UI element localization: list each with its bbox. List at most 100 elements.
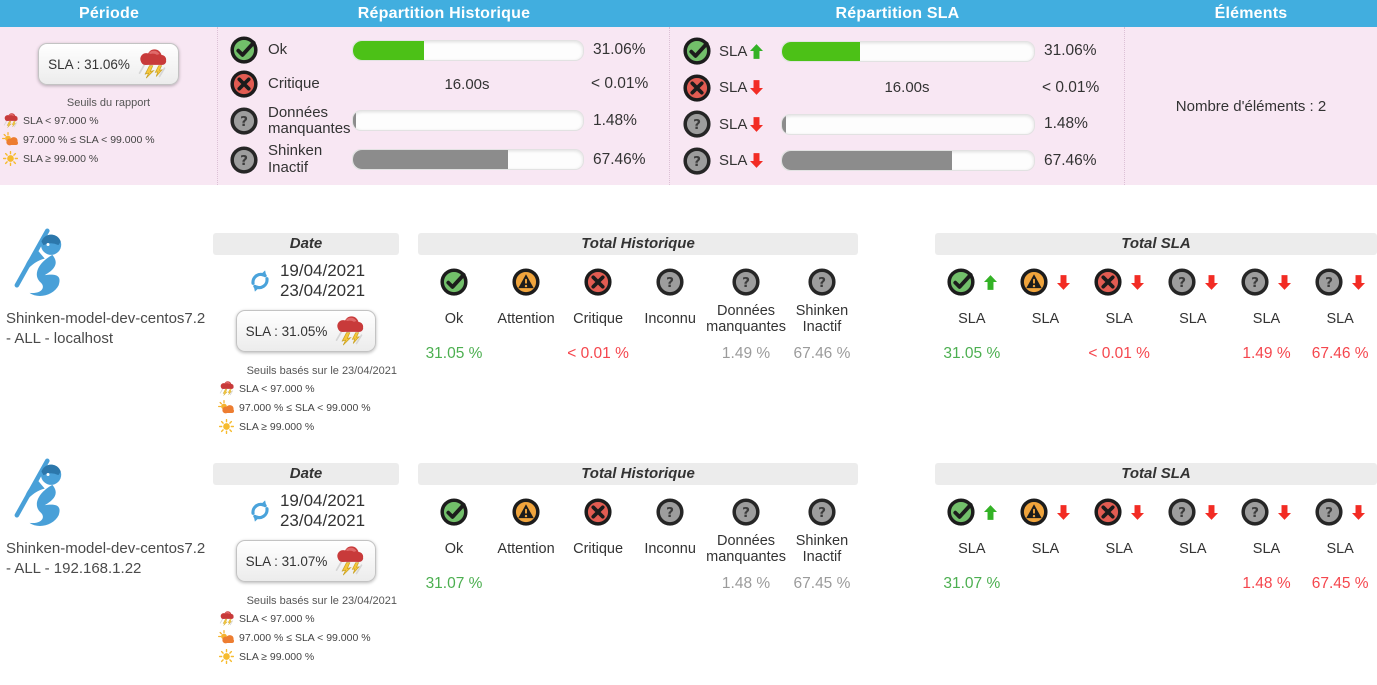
host-row-192-168-1-22: Shinken-model-dev-centos7.2 - ALL - 192.… [0, 455, 1377, 685]
stat-value: 1.49 % [721, 345, 771, 362]
red-down-arrow-icon [1278, 504, 1292, 520]
sla-row-shinken-inactif: ? SLA 67.46% [670, 147, 1124, 175]
stat-label: SLA [1326, 540, 1354, 557]
stat-label: SLA [1031, 540, 1060, 557]
green-up-arrow-icon [983, 504, 997, 520]
stat-column-ok: Ok 31.05 % [418, 267, 490, 364]
stat-label: Critique [573, 310, 624, 327]
sla-column-inconnu: ? SLA [1156, 497, 1230, 594]
check-circle-icon [947, 268, 975, 296]
donnees-manquantes-progress-bar [352, 110, 584, 132]
stat-value: 67.46 % [793, 345, 851, 362]
summary-body: SLA : 31.06% Seuils du rapport SLA < 97.… [0, 27, 1377, 185]
host-name: Shinken-model-dev-centos7.2 - ALL - loca… [6, 310, 206, 347]
stat-label: SLA [1179, 310, 1207, 327]
row-value: 1.48% [593, 111, 637, 129]
svg-text:?: ? [742, 505, 750, 521]
red-down-arrow-icon [1204, 274, 1218, 290]
date-from: 19/04/2021 [279, 261, 366, 280]
sun-icon [2, 151, 19, 166]
row-label: SLA [719, 42, 748, 60]
historique-row-critique: Critique 16.00s < 0.01% [218, 70, 669, 99]
check-circle-icon [440, 268, 468, 296]
red-down-arrow-icon [1204, 504, 1218, 520]
question-circle-icon: ? [808, 498, 836, 526]
header-periode: Période [78, 4, 140, 22]
sla-donnees-manquantes-progress-fill [782, 114, 786, 134]
sla-shinken-inactif-progress-bar [781, 150, 1035, 172]
red-down-arrow-icon [750, 153, 764, 169]
thresholds-legend: SLA < 97.000 % 97.000 % ≤ SLA < 99.000 %… [0, 113, 217, 166]
row-value: < 0.01% [1042, 78, 1100, 96]
stat-column-shinken-inactif: ? Shinken Inactif 67.45 % [786, 497, 858, 594]
sla-critique-duration: 16.00s [884, 79, 930, 97]
historique-row-shinken-inactif: ? Shinken Inactif 67.46% [218, 143, 669, 175]
stat-label: SLA [1252, 540, 1281, 557]
threshold-label: 97.000 % ≤ SLA < 99.000 % [239, 401, 371, 414]
threshold-label: SLA < 97.000 % [23, 114, 99, 127]
question-circle-icon: ? [230, 146, 258, 174]
row-label: Critique [268, 75, 320, 93]
sla-column-donnees-manquantes: ? SLA 1.49 % [1230, 267, 1304, 364]
storm-cloud-icon [135, 49, 169, 79]
svg-text:?: ? [742, 275, 750, 291]
sla-column-critique: SLA [1082, 497, 1156, 594]
date-panel: Date 19/04/2021 23/04/2021 SLA : 31.07% … [213, 463, 399, 668]
stat-value: 31.05 % [425, 345, 483, 362]
red-down-arrow-icon [1352, 504, 1366, 520]
stat-label: Attention [497, 540, 555, 557]
sun-icon [218, 419, 235, 434]
stat-value: 1.48 % [1242, 575, 1291, 592]
threshold-label: SLA ≥ 99.000 % [239, 420, 315, 433]
question-circle-icon: ? [1168, 268, 1196, 296]
host-sla-badge: SLA : 31.05% [235, 310, 377, 352]
stat-label: Données manquantes [706, 532, 786, 565]
stat-label: Shinken Inactif [795, 532, 849, 565]
threshold-item: SLA < 97.000 % [218, 611, 399, 626]
shinken-ninja-logo [8, 227, 84, 303]
total-historique-title: Total Historique [418, 463, 858, 485]
total-sla-title: Total SLA [935, 463, 1377, 485]
repartition-sla-cell: SLA 31.06% SLA 16.00s < 0.01% ? [670, 27, 1125, 185]
shinken-ninja-logo [8, 457, 84, 533]
svg-text:?: ? [240, 114, 248, 130]
host-sla-badge-label: SLA : 31.05% [245, 323, 328, 339]
question-circle-icon: ? [1315, 268, 1343, 296]
thresholds-legend: SLA < 97.000 % 97.000 % ≤ SLA < 99.000 %… [213, 381, 399, 434]
warning-triangle-circle-icon [1020, 268, 1049, 296]
stat-value: 67.46 % [1311, 345, 1369, 362]
stat-column-attention: Attention [490, 497, 562, 594]
sun-behind-cloud-icon [2, 132, 19, 147]
stat-label: SLA [958, 310, 986, 327]
stat-column-ok: Ok 31.07 % [418, 497, 490, 594]
sla-column-shinken-inactif: ? SLA 67.46 % [1303, 267, 1377, 364]
storm-cloud-icon [218, 611, 235, 626]
seuils-du-rapport-title: Seuils du rapport [66, 97, 151, 109]
stat-value: 31.05 % [943, 345, 1001, 362]
stat-label: Ok [444, 540, 464, 557]
ok-progress-bar [352, 39, 584, 61]
stat-label: Attention [497, 310, 555, 327]
critique-duration: 16.00s [444, 75, 490, 93]
check-circle-icon [440, 498, 468, 526]
repartition-historique-cell: Ok 31.06% Critique 16.00s < 0.01% ? Donn… [218, 27, 670, 185]
red-down-arrow-icon [1352, 274, 1366, 290]
threshold-label: SLA ≥ 99.000 % [23, 152, 99, 165]
stat-column-shinken-inactif: ? Shinken Inactif 67.46 % [786, 267, 858, 364]
threshold-label: 97.000 % ≤ SLA < 99.000 % [23, 133, 155, 146]
cross-circle-icon [1094, 498, 1122, 526]
stat-label: Inconnu [644, 540, 696, 557]
threshold-label: SLA < 97.000 % [239, 382, 315, 395]
stat-label: Shinken Inactif [795, 302, 849, 335]
periode-cell: SLA : 31.06% Seuils du rapport SLA < 97.… [0, 27, 218, 185]
svg-text:?: ? [1325, 275, 1333, 291]
question-circle-icon: ? [683, 147, 711, 175]
threshold-item: SLA ≥ 99.000 % [218, 649, 399, 664]
red-down-arrow-icon [1057, 274, 1071, 290]
red-down-arrow-icon [750, 80, 764, 96]
cross-circle-icon [584, 268, 612, 296]
green-up-arrow-icon [983, 274, 997, 290]
threshold-label: SLA < 97.000 % [239, 612, 315, 625]
sla-column-shinken-inactif: ? SLA 67.45 % [1303, 497, 1377, 594]
red-down-arrow-icon [750, 116, 764, 132]
